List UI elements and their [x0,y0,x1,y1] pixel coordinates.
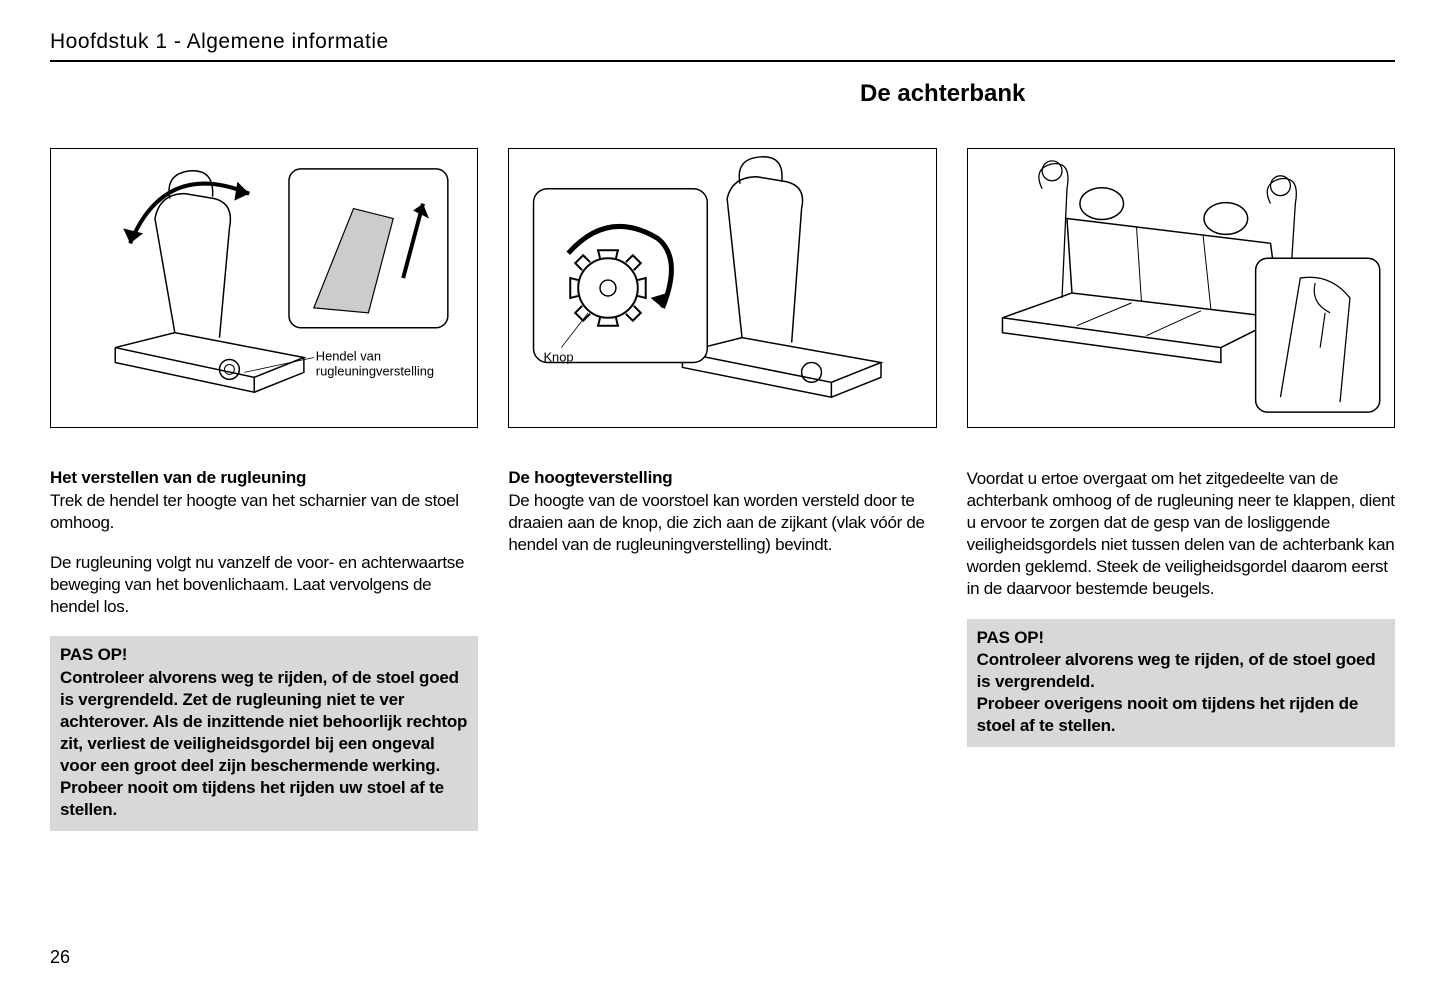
svg-text:Knop: Knop [544,349,574,364]
col3-warn-body1: Controleer alvorens weg te rijden, of de… [977,649,1385,693]
col1-heading: Het verstellen van de rugleuning [50,468,478,488]
col1-warn-body: Controleer alvorens weg te rijden, of de… [60,667,468,822]
column-3: Voordat u ertoe overgaat om het zitgedee… [967,148,1395,831]
page-number: 26 [50,947,70,968]
chapter-header: Hoofdstuk 1 - Algemene informatie [50,30,1395,62]
svg-text:rugleuningverstelling: rugleuningverstelling [316,363,434,378]
col2-para: De hoogte van de voorstoel kan worden ve… [508,490,936,556]
col3-warn-body2: Probeer overigens nooit om tijdens het r… [977,693,1385,737]
column-1: Hendel van rugleuningverstelling Het ver… [50,148,478,831]
col3-warn-title: PAS OP! [977,627,1385,649]
illustration-rear-seat [967,148,1395,428]
col3-warning-box: PAS OP! Controleer alvorens weg te rijde… [967,619,1395,747]
column-2: Knop De hoogteverstelling De hoogte van … [508,148,936,831]
illustration-height-adjust: Knop [508,148,936,428]
content-columns: Hendel van rugleuningverstelling Het ver… [50,148,1395,831]
col1-para1: Trek de hendel ter hoogte van het scharn… [50,490,478,534]
col1-warning-box: PAS OP! Controleer alvorens weg te rijde… [50,636,478,831]
col1-warn-title: PAS OP! [60,644,468,666]
illustration-seat-recline: Hendel van rugleuningverstelling [50,148,478,428]
section-title: De achterbank [860,80,1395,108]
svg-text:Hendel van: Hendel van [316,348,381,363]
col3-para: Voordat u ertoe overgaat om het zitgedee… [967,468,1395,601]
col1-para2: De rugleuning volgt nu vanzelf de voor- … [50,552,478,618]
col2-heading: De hoogteverstelling [508,468,936,488]
